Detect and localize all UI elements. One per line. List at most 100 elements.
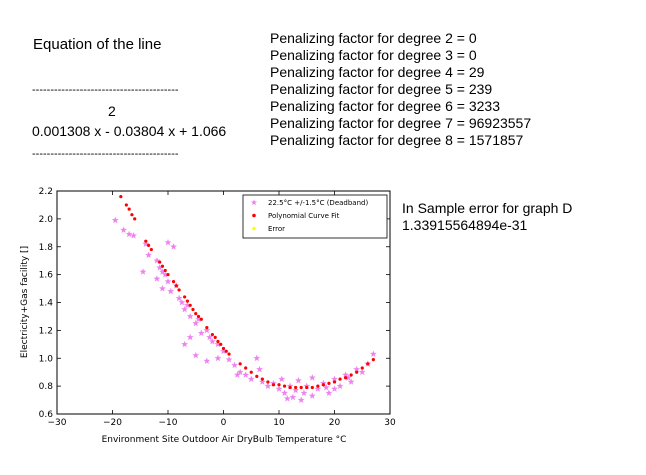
legend-box [242,194,388,239]
curve-fit-point [344,376,348,380]
x-tick-label: −20 [103,418,122,428]
y-tick-label: 1.0 [39,354,54,364]
deadband-point [186,312,194,320]
curve-fit-point [119,194,123,199]
deadband-point [175,294,183,302]
curve-fit-point [332,380,337,384]
legend-marker-deadband [250,199,258,206]
curve-fit-point [213,335,217,339]
deadband-point [297,396,305,403]
x-axis-label: Environment Site Outdoor Air DryBulb Tem… [102,435,347,445]
y-tick-label: 1.8 [39,243,54,253]
deadband-point [208,337,216,345]
legend-marker-error [252,226,256,231]
x-tick-label: 30 [384,418,396,428]
in-sample-error-value: 1.33915564894e-31 [402,217,528,233]
x-tick-label: −30 [48,418,67,428]
curve-fit-point [130,213,134,217]
curve-fit-point [227,352,231,356]
x-tick-label: 10 [273,418,285,428]
curve-fit-point [188,303,192,307]
deadband-point [369,350,377,358]
deadband-point [314,385,322,392]
curve-fit-point [146,243,151,247]
deadband-point [214,354,222,362]
curve-fit-point [144,239,148,243]
deadband-point [153,257,161,264]
legend: 22.5°C +/-1.5°C (Deadband) Polynomial Cu… [242,194,388,239]
penalty-degree-3: Penalizing factor for degree 3 = 0 [270,47,477,63]
deadband-point [130,231,138,239]
deadband-point [142,240,150,247]
deadband-point [178,298,186,306]
curve-fit-point [185,299,190,303]
y-tick-label: 1.2 [39,326,53,336]
deadband-point [308,374,316,381]
deadband-point [275,385,283,392]
deadband-point [153,275,161,282]
curve-fit-point [271,383,276,387]
curve-fit-point [355,370,359,374]
deadband-point [347,378,355,385]
deadband-point [181,305,189,313]
deadband-point [111,216,119,224]
x-tick-label: 0 [221,418,227,428]
curve-fit-point [316,384,320,388]
curve-fit-point [360,366,364,370]
curve-fit-point [260,377,264,381]
curve-fit-point [191,307,195,312]
penalty-degree-5: Penalizing factor for degree 5 = 239 [270,81,493,97]
x-tick-label: 20 [329,418,341,428]
deadband-point [203,357,211,364]
curve-fit-point [205,325,209,330]
equation-title: Equation of the line [33,36,162,53]
curve-fit-point [282,384,287,388]
penalty-degree-8: Penalizing factor for degree 8 = 1571857 [270,132,524,148]
deadband-point [242,371,250,378]
deadband-point [300,389,308,397]
curve-fit-point [196,314,201,319]
y-tick-label: 2.2 [39,187,53,197]
y-tick-label: 1.6 [39,271,54,281]
curve-fit-point [277,383,281,387]
deadband-point [247,375,255,383]
deadband-point [236,368,244,376]
y-tick-label: 1.4 [39,299,54,309]
curve-fit-point [305,385,309,390]
y-tick-label: 2.0 [39,215,54,225]
y-axis-label: Electricity+Gas facility [] [20,246,30,358]
deadband-point [231,361,239,369]
curve-fit-point [299,385,303,390]
curve-fit-point [158,260,162,264]
deadband-point [186,333,194,341]
curve-fit-point [149,247,153,252]
curve-fit-point [224,349,228,353]
curve-fit-point [194,312,198,316]
in-sample-error-title: In Sample error for graph D [402,200,573,216]
equation-polynomial: 0.001308 x - 0.03804 x + 1.066 [32,123,227,139]
deadband-point [294,376,302,384]
deadband-point [322,383,330,391]
deadband-point [139,268,147,275]
deadband-point [192,319,200,327]
curve-fit-point [133,217,137,221]
deadband-point [125,230,133,238]
curve-fit-point [255,374,259,378]
curve-fit-point [288,385,292,390]
deadband-point [197,329,205,337]
deadband-point [159,284,166,292]
deadband-point [181,340,189,348]
equation-divider-bottom: ---------------------------------------- [32,148,179,160]
deadband-point [278,375,286,383]
deadband-point [253,354,261,362]
deadband-point [145,251,153,259]
curve-fit-point [238,362,242,366]
deadband-point [264,382,272,390]
deadband-point [167,287,175,295]
penalty-degree-2: Penalizing factor for degree 2 = 0 [270,30,477,46]
deadband-point [336,382,344,390]
deadband-point [164,277,172,285]
curve-fit-point [163,268,167,273]
curve-fit-point [199,317,203,321]
